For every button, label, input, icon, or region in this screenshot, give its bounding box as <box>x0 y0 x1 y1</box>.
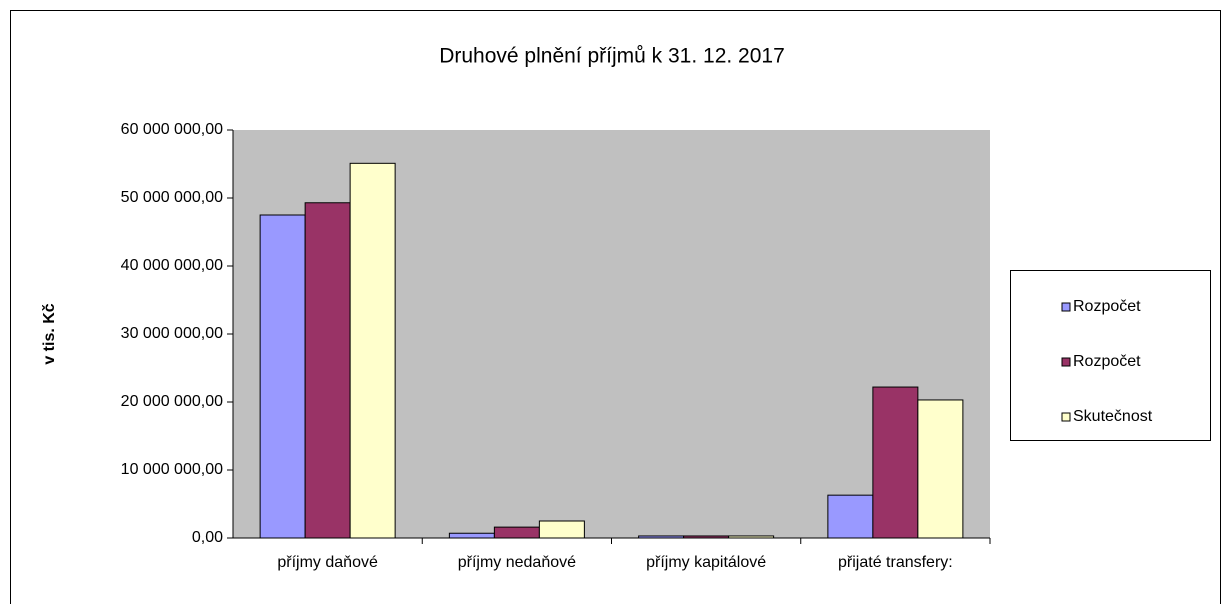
bar <box>493 526 540 539</box>
y-tick-label: 30 000 000,00 <box>121 325 223 342</box>
bar <box>638 535 685 539</box>
bar <box>872 386 919 539</box>
legend-swatch <box>1061 412 1071 422</box>
y-tick-label: 10 000 000,00 <box>121 461 223 478</box>
x-tick-label: příjmy nedaňové <box>458 554 576 571</box>
y-tick-label: 40 000 000,00 <box>121 257 223 274</box>
bar <box>917 399 964 539</box>
y-tick-label: 60 000 000,00 <box>121 121 223 138</box>
bar <box>448 532 495 539</box>
legend-label: Rozpočet <box>1073 298 1141 315</box>
bar <box>728 535 775 539</box>
x-tick-label: příjmy daňové <box>277 554 378 571</box>
legend-label: Rozpočet <box>1073 353 1141 370</box>
legend-label: Skutečnost <box>1073 408 1153 425</box>
legend-swatch <box>1061 302 1071 312</box>
y-axis-label: v tis. Kč <box>41 303 58 364</box>
bar <box>827 494 874 539</box>
bar <box>304 202 351 539</box>
chart-title: Druhové plnění příjmů k 31. 12. 2017 <box>439 45 785 68</box>
x-tick-label: přijaté transfery: <box>838 554 953 571</box>
y-tick-label: 20 000 000,00 <box>121 393 223 410</box>
bar <box>538 520 585 539</box>
y-tick-label: 0,00 <box>192 529 223 546</box>
x-tick-label: příjmy kapitálové <box>646 554 766 571</box>
bar <box>349 162 396 539</box>
legend <box>1010 270 1211 441</box>
legend-swatch <box>1061 357 1071 367</box>
bar <box>683 535 730 539</box>
bar <box>259 214 306 539</box>
y-tick-label: 50 000 000,00 <box>121 189 223 206</box>
